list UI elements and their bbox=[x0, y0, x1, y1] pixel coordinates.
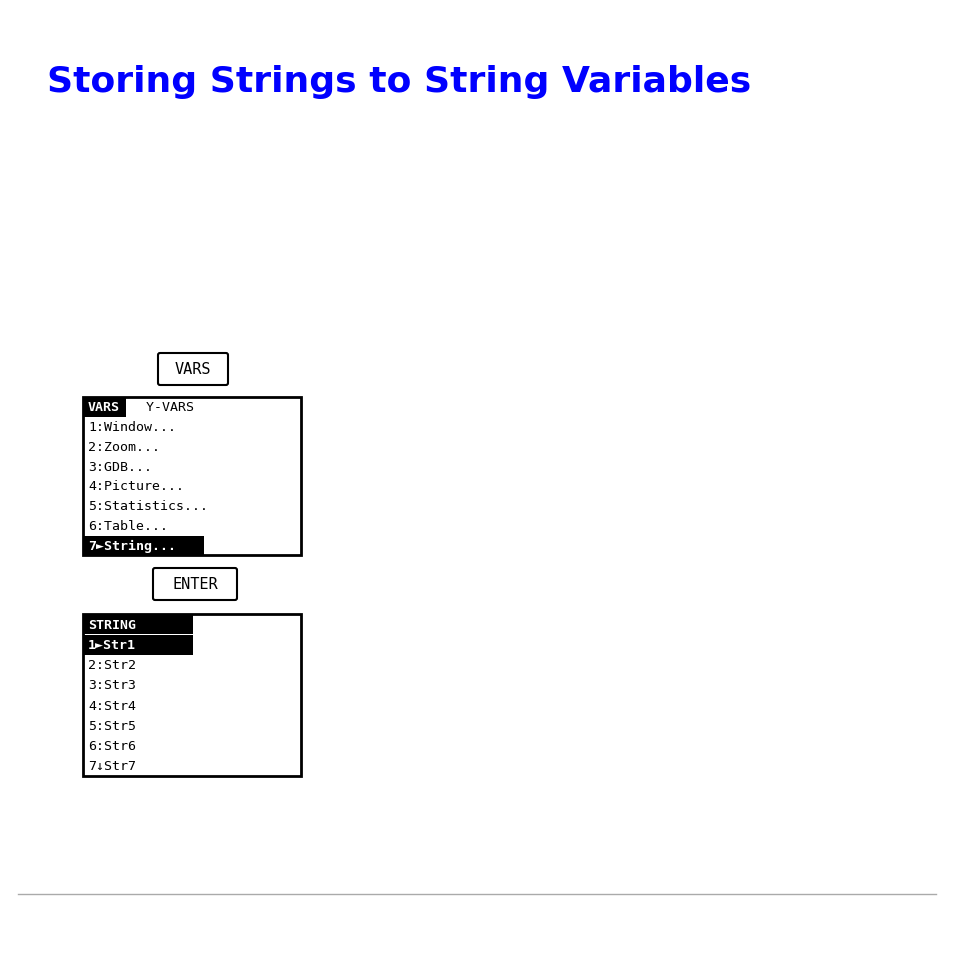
Text: 6:Table...: 6:Table... bbox=[88, 519, 168, 533]
Text: STRING: STRING bbox=[88, 618, 136, 631]
Bar bbox=[84, 616, 193, 635]
Text: 3:Str3: 3:Str3 bbox=[88, 679, 136, 692]
Text: VARS: VARS bbox=[88, 401, 120, 414]
Bar bbox=[83, 397, 301, 556]
Text: 5:Str5: 5:Str5 bbox=[88, 720, 136, 732]
FancyBboxPatch shape bbox=[158, 354, 228, 386]
Bar bbox=[84, 398, 126, 417]
Text: 1:Window...: 1:Window... bbox=[88, 420, 175, 434]
Text: 4:Picture...: 4:Picture... bbox=[88, 480, 184, 493]
Text: 2:Zoom...: 2:Zoom... bbox=[88, 440, 160, 454]
Text: 6:Str6: 6:Str6 bbox=[88, 740, 136, 752]
Text: ENTER: ENTER bbox=[172, 577, 217, 592]
Text: 5:Statistics...: 5:Statistics... bbox=[88, 499, 208, 513]
Text: 4:Str4: 4:Str4 bbox=[88, 699, 136, 712]
Text: Y-VARS: Y-VARS bbox=[130, 401, 193, 414]
Text: 7↓Str7: 7↓Str7 bbox=[88, 760, 136, 773]
Bar bbox=[83, 615, 301, 776]
Bar bbox=[84, 537, 204, 556]
Bar bbox=[84, 636, 193, 655]
Text: 2:Str2: 2:Str2 bbox=[88, 659, 136, 672]
Text: Storing Strings to String Variables: Storing Strings to String Variables bbox=[47, 65, 750, 99]
Text: 7►String...: 7►String... bbox=[88, 539, 175, 552]
FancyBboxPatch shape bbox=[152, 568, 236, 600]
Text: 1►Str1: 1►Str1 bbox=[88, 639, 136, 651]
Text: VARS: VARS bbox=[174, 362, 211, 377]
Text: 3:GDB...: 3:GDB... bbox=[88, 460, 152, 473]
